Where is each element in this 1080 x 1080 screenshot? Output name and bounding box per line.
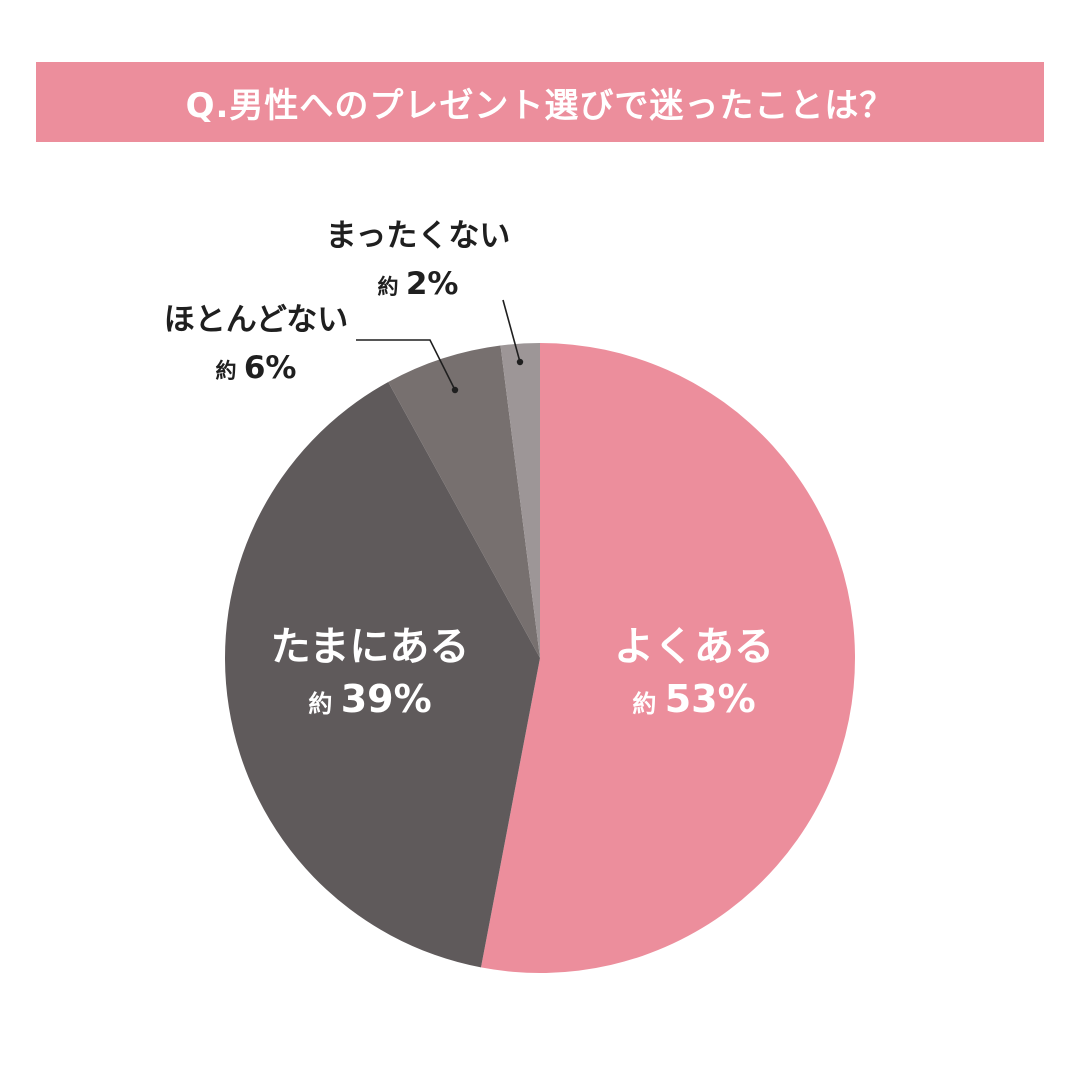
leader-dot-4 [516,358,524,366]
leader-line-4 [502,299,521,363]
approx-prefix: 約 [216,359,244,383]
percent-value: 6% [244,350,297,386]
slice-value-1: 約 53% [632,677,755,721]
slice-label-4: まったくない [326,218,511,254]
slice-label-2: たまにある [271,624,470,670]
pie-slice-1 [480,343,856,973]
slice-value-2: 約 39% [308,677,431,721]
approx-prefix: 約 [378,275,406,299]
leader-line-3 [356,339,456,391]
title-bar: Q.男性へのプレゼント選びで迷ったことは？ [36,62,1044,142]
approx-prefix: 約 [632,690,664,718]
slice-label-1: よくある [614,624,774,670]
percent-value: 39% [341,677,432,721]
percent-value: 2% [406,266,459,302]
leader-dot-3 [451,386,459,394]
chart-title: Q.男性へのプレゼント選びで迷ったことは？ [185,85,895,126]
pie-slice-3 [388,345,540,658]
slice-value-4: 約 2% [378,266,459,302]
approx-prefix: 約 [308,690,340,718]
pie-slice-4 [500,343,540,658]
slice-value-3: 約 6% [216,350,297,386]
slice-label-3: ほとんどない [164,302,348,338]
pie-slice-2 [225,381,540,968]
percent-value: 53% [665,677,756,721]
